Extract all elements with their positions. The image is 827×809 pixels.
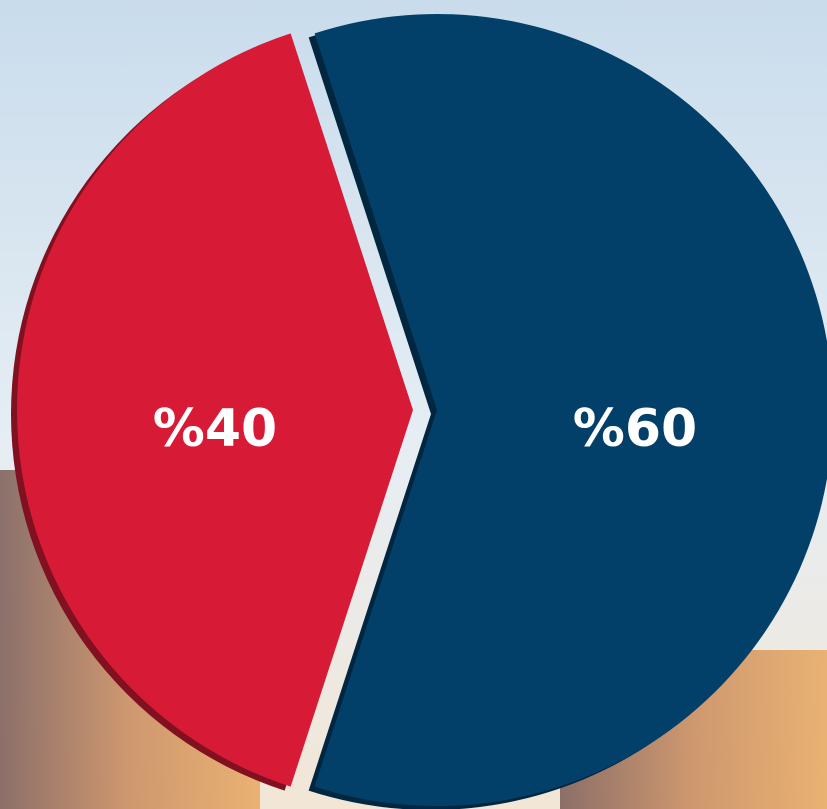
slice-label: %60	[573, 399, 697, 459]
slice	[17, 33, 413, 787]
slice	[314, 14, 827, 806]
slice-label: %40	[153, 399, 277, 459]
pie	[11, 14, 827, 809]
labels: %40 %60	[153, 399, 697, 459]
